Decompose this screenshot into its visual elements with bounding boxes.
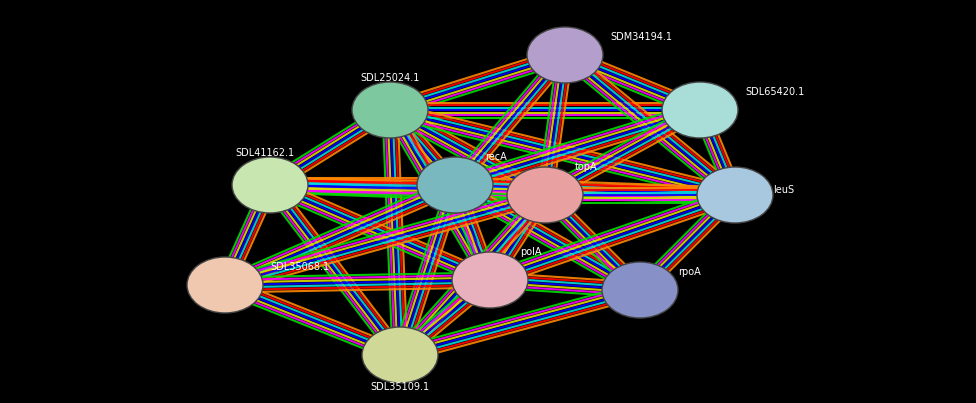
Ellipse shape bbox=[417, 157, 493, 213]
Text: SDL65420.1: SDL65420.1 bbox=[745, 87, 804, 97]
Ellipse shape bbox=[452, 252, 528, 308]
Text: SDL35068.1: SDL35068.1 bbox=[270, 262, 329, 272]
Ellipse shape bbox=[187, 257, 263, 313]
Text: SDL35109.1: SDL35109.1 bbox=[371, 382, 429, 392]
Ellipse shape bbox=[352, 82, 428, 138]
Ellipse shape bbox=[362, 327, 438, 383]
Text: topA: topA bbox=[575, 162, 597, 172]
Text: recA: recA bbox=[485, 152, 507, 162]
Text: SDL41162.1: SDL41162.1 bbox=[235, 148, 295, 158]
Ellipse shape bbox=[527, 27, 603, 83]
Text: leuS: leuS bbox=[773, 185, 794, 195]
Text: SDM34194.1: SDM34194.1 bbox=[610, 32, 672, 42]
Text: SDL25024.1: SDL25024.1 bbox=[360, 73, 420, 83]
Ellipse shape bbox=[602, 262, 678, 318]
Ellipse shape bbox=[507, 167, 583, 223]
Text: rpoA: rpoA bbox=[678, 267, 701, 277]
Ellipse shape bbox=[697, 167, 773, 223]
Text: polA: polA bbox=[520, 247, 542, 257]
Ellipse shape bbox=[232, 157, 308, 213]
Ellipse shape bbox=[662, 82, 738, 138]
